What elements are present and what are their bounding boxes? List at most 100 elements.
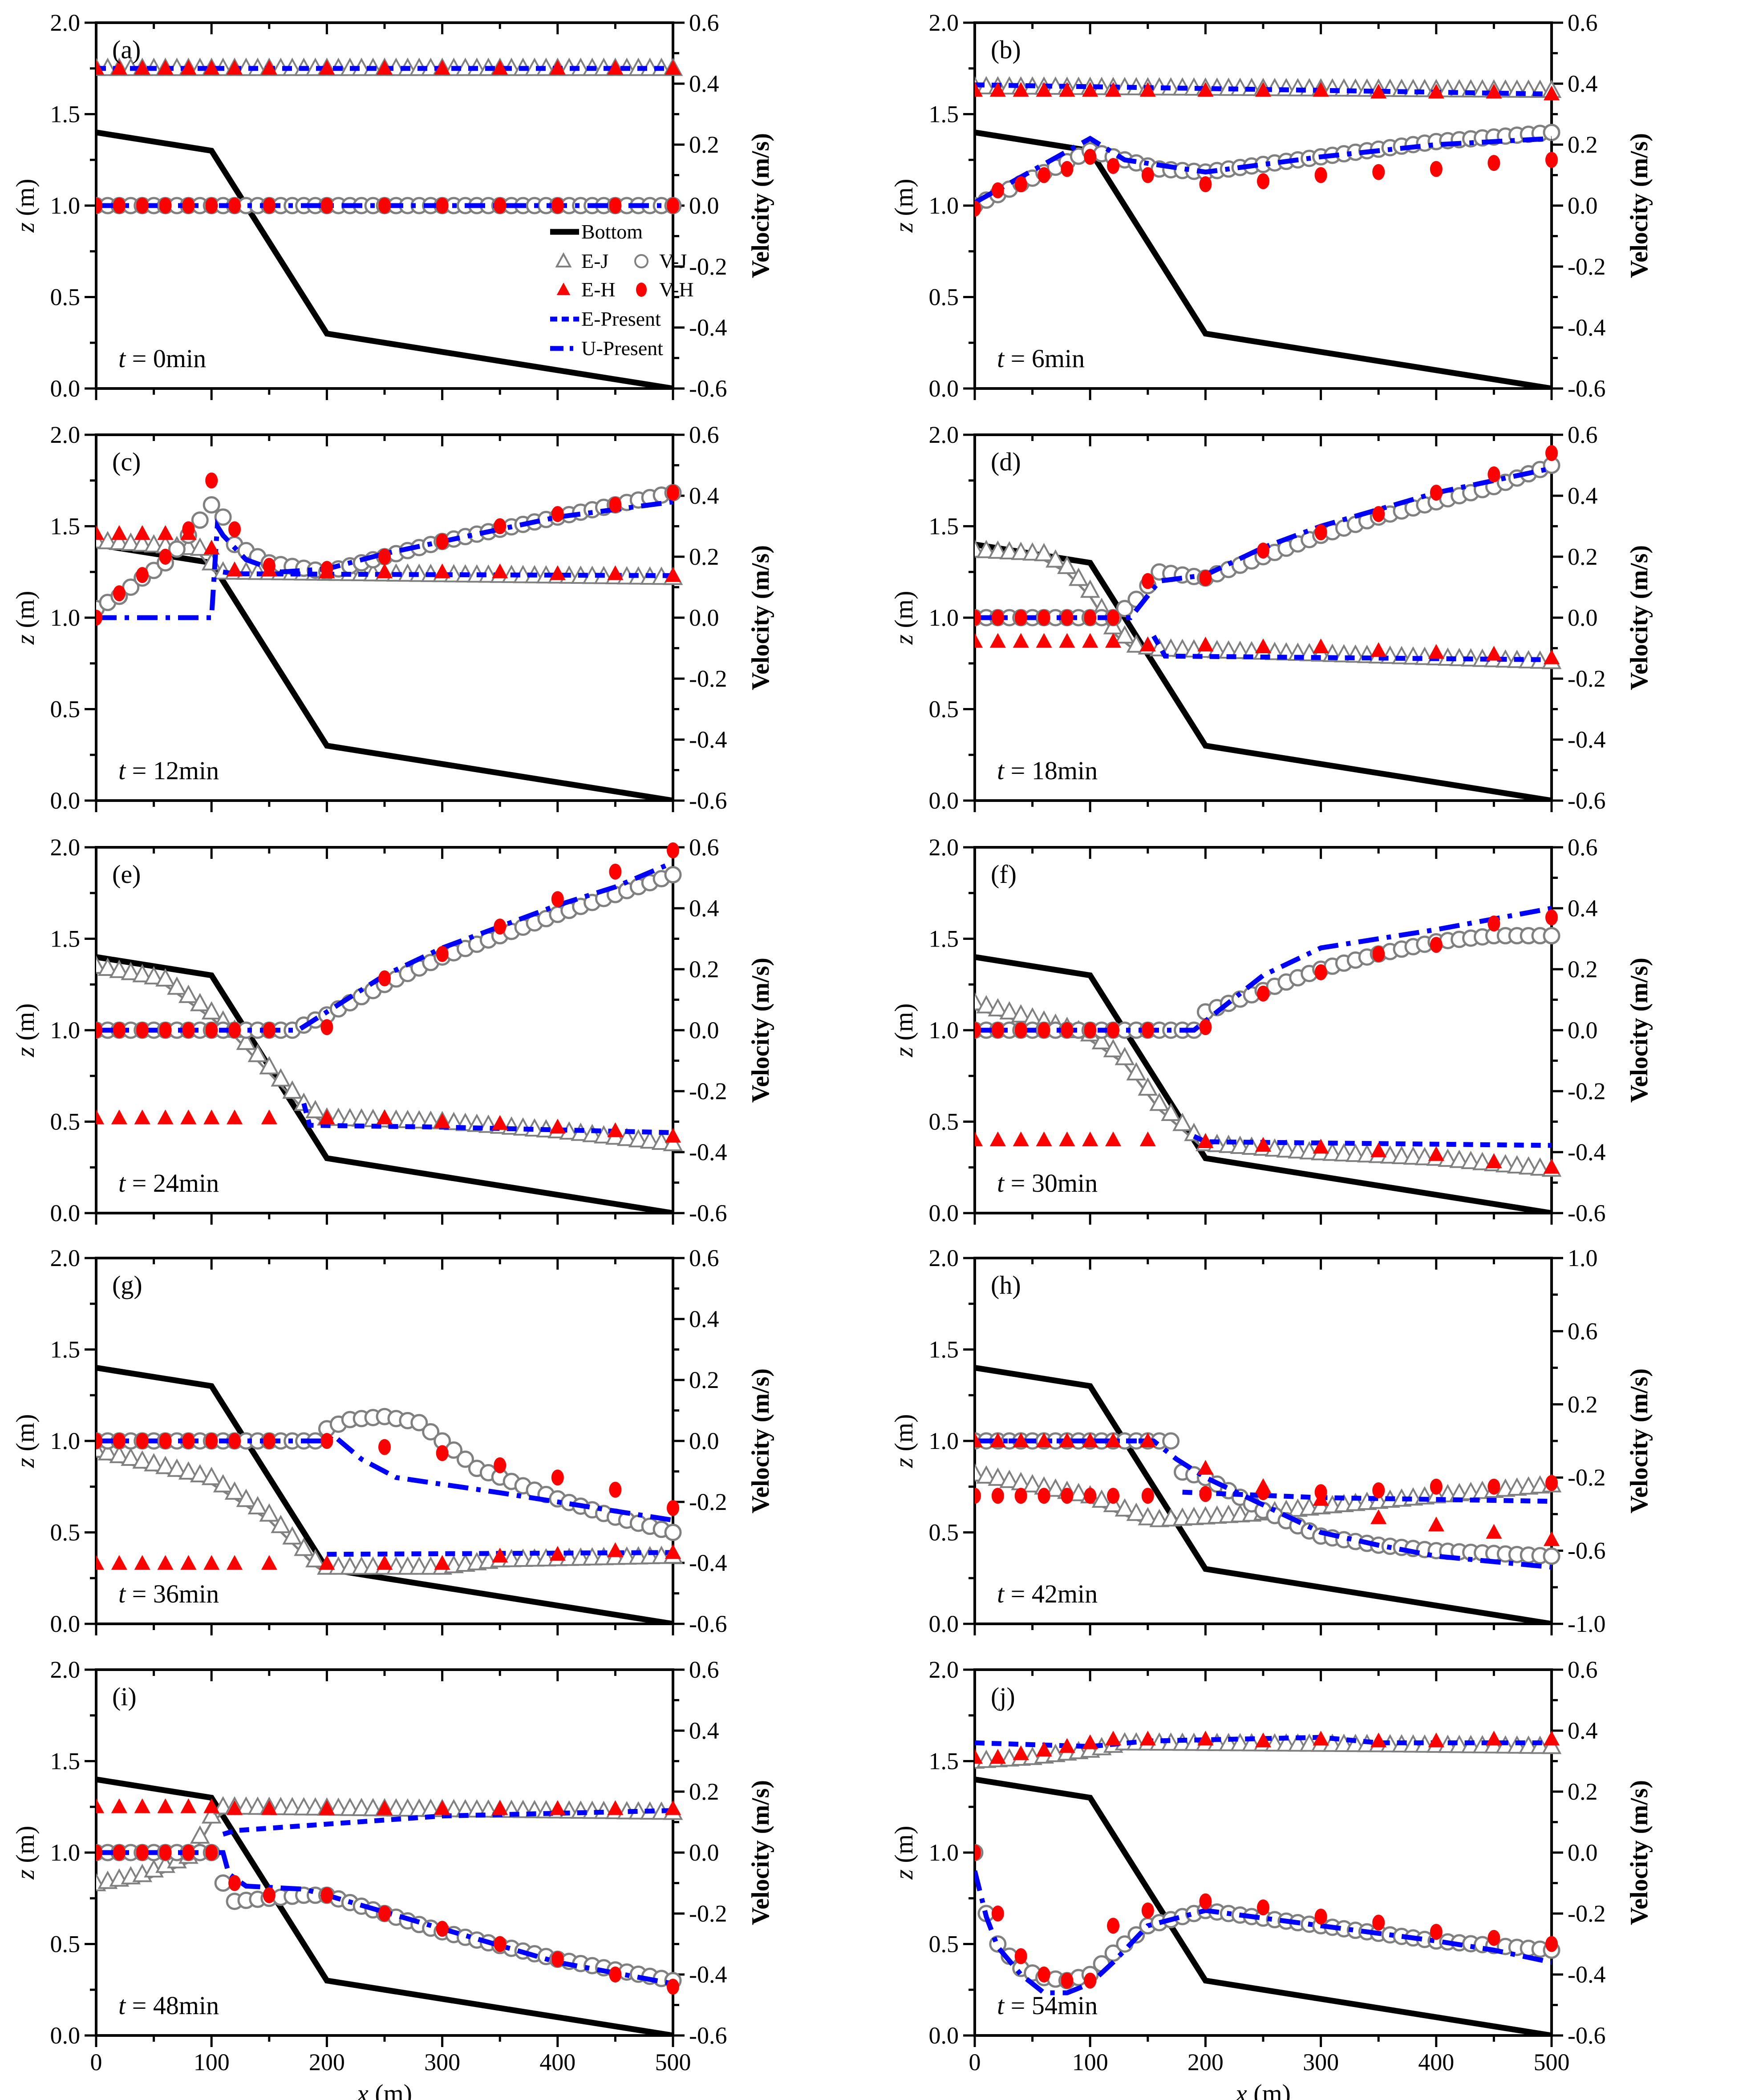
ej-marker <box>1438 1148 1458 1167</box>
eh-marker <box>226 1800 243 1815</box>
left-y-tick-label: 0.5 <box>929 1931 959 1958</box>
ej-marker <box>132 964 153 983</box>
vh-marker <box>667 485 679 501</box>
panel-label: (g) <box>112 1271 142 1299</box>
left-y-axis-label: z (m) <box>11 1003 40 1058</box>
left-y-axis-label: z (m) <box>11 1826 40 1880</box>
time-label-value: = 54min <box>1004 1991 1098 2020</box>
right-y-tick-label: 0.0 <box>1568 192 1598 219</box>
right-y-axis-label: Velocity (m/s) <box>747 1368 774 1513</box>
ej-marker <box>616 1128 637 1146</box>
x-axis-label-unit: (m) <box>1247 2079 1291 2100</box>
eh-marker <box>1428 1517 1444 1532</box>
right-y-tick-label: -1.0 <box>1568 1610 1605 1637</box>
ej-marker <box>247 1797 268 1815</box>
panel-label: (e) <box>112 860 141 889</box>
eh-marker <box>319 1800 335 1815</box>
vh-marker <box>136 198 149 214</box>
x-tick-label: 300 <box>1303 2049 1339 2076</box>
eh-marker <box>607 1542 624 1557</box>
eh-marker <box>665 1544 681 1559</box>
vh-marker <box>1430 937 1443 953</box>
left-y-tick-label: 1.5 <box>50 1336 81 1363</box>
ej-marker <box>1011 542 1031 560</box>
ej-marker <box>132 533 153 552</box>
ej-marker <box>294 1797 314 1816</box>
eh-marker <box>134 1109 150 1125</box>
ej-marker <box>1091 1489 1112 1508</box>
ej-marker <box>1403 1146 1423 1165</box>
vh-marker <box>667 198 679 214</box>
eh-marker <box>607 565 624 580</box>
eh-marker <box>1197 1460 1214 1475</box>
ej-marker <box>628 1129 648 1148</box>
left-y-axis-label: z (m) <box>889 179 918 233</box>
ej-marker <box>259 1503 280 1522</box>
vh-marker <box>113 1845 126 1861</box>
vh-marker <box>1199 1893 1212 1910</box>
vh-marker <box>436 533 449 550</box>
vh-marker <box>436 946 449 962</box>
right-y-tick-label: 0.0 <box>689 1839 719 1866</box>
eh-marker <box>261 1555 277 1570</box>
vh-marker <box>378 198 391 214</box>
vh-marker <box>975 200 981 217</box>
ej-marker <box>351 1797 372 1817</box>
left-y-axis-label-unit: (m) <box>889 179 918 223</box>
right-y-tick-label: 0.4 <box>689 1717 719 1744</box>
left-y-tick-label: 1.0 <box>50 1017 81 1044</box>
eh-marker <box>1486 1524 1502 1539</box>
eh-marker <box>1543 649 1560 664</box>
right-y-tick-label: 0.0 <box>1568 604 1598 631</box>
right-y-tick-label: -0.6 <box>1568 375 1605 402</box>
vh-marker <box>378 1906 391 1922</box>
ej-marker <box>1264 1138 1285 1157</box>
time-label-var: t <box>118 756 126 785</box>
time-label-value: = 30min <box>1004 1169 1098 1198</box>
vh-marker <box>1141 1022 1154 1038</box>
eh-marker <box>1255 1732 1272 1748</box>
eh-marker <box>989 633 1006 648</box>
ej-marker <box>1507 1155 1527 1173</box>
left-y-axis-label-var: z <box>11 1047 40 1058</box>
vh-marker <box>1084 610 1097 626</box>
eh-marker <box>1428 1732 1444 1748</box>
legend-eh-icon <box>556 283 571 295</box>
left-y-axis-label-var: z <box>889 1047 918 1058</box>
right-y-tick-label: 0.4 <box>689 70 719 97</box>
eh-marker <box>203 60 220 75</box>
vj-marker <box>214 1874 232 1892</box>
right-y-axis-label: Velocity (m/s) <box>1625 545 1653 690</box>
ej-marker <box>1472 1152 1492 1170</box>
left-y-tick-label: 1.0 <box>50 1428 81 1454</box>
right-y-tick-label: -0.6 <box>689 2022 727 2049</box>
vh-marker <box>609 497 622 513</box>
ej-marker <box>1138 1507 1158 1525</box>
right-y-tick-label: -0.6 <box>689 1610 727 1637</box>
vh-marker <box>205 198 218 214</box>
vh-marker <box>1014 1948 1027 1964</box>
ej-marker <box>1391 1145 1412 1165</box>
vj-marker <box>168 540 186 558</box>
vh-marker <box>136 1022 149 1038</box>
eh-marker <box>1543 1159 1560 1174</box>
eh-marker <box>1197 82 1214 97</box>
vh-marker <box>159 198 172 214</box>
right-y-tick-label: 0.0 <box>689 1428 719 1454</box>
e-present-line <box>975 1735 1552 1749</box>
eh-marker <box>434 1555 450 1570</box>
eh-marker <box>157 1555 174 1570</box>
right-y-tick-label: 0.6 <box>1568 1656 1598 1683</box>
ej-marker <box>1461 1150 1481 1169</box>
left-y-tick-label: 1.5 <box>50 513 81 540</box>
eh-marker <box>319 1109 335 1125</box>
right-y-tick-label: 0.2 <box>1568 1391 1598 1418</box>
ej-marker <box>282 1797 303 1816</box>
vh-marker <box>1314 167 1327 183</box>
time-label-value: = 18min <box>1004 756 1098 785</box>
eh-marker <box>1370 1732 1387 1748</box>
ej-marker <box>1126 1062 1147 1080</box>
ej-marker <box>167 976 187 995</box>
vh-marker <box>1061 1972 1074 1989</box>
vh-marker <box>1199 176 1212 193</box>
